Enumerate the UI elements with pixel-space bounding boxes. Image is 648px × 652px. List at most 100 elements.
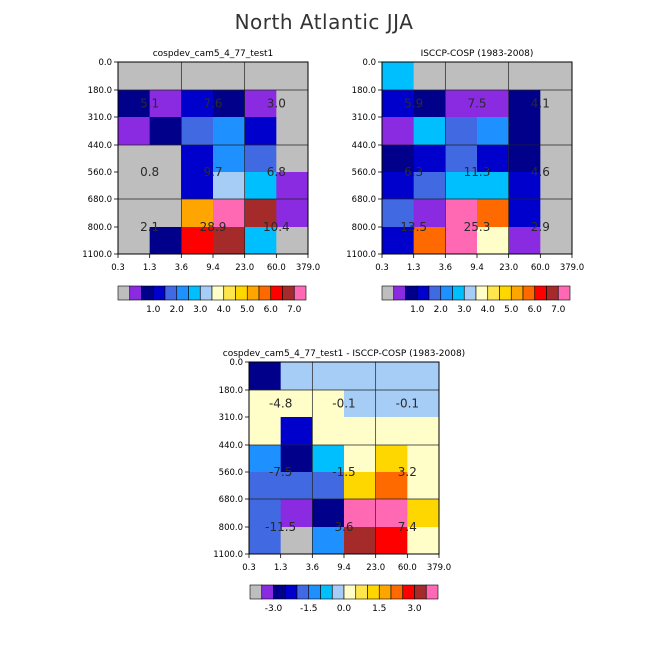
heatmap-cell	[382, 90, 415, 118]
x-tick-label: 0.3	[242, 563, 256, 573]
colorbar-label: 7.0	[551, 305, 566, 315]
cell-value-label: -4.8	[269, 397, 292, 411]
heatmap-cell	[249, 527, 282, 555]
heatmap-cell	[445, 199, 478, 228]
heatmap-cell	[477, 227, 510, 255]
heatmap-cell	[213, 145, 246, 173]
heatmap-cell	[244, 227, 277, 255]
heatmap-cell	[413, 199, 446, 228]
heatmap-cell	[276, 90, 309, 118]
x-tick-label: 1.3	[143, 263, 157, 273]
cell-value-label: 2.9	[531, 220, 550, 234]
heatmap-cell	[413, 227, 446, 255]
heatmap-cell	[312, 472, 345, 500]
heatmap-cell	[445, 145, 478, 173]
heatmap-cell	[508, 227, 541, 255]
heatmap-cell	[244, 172, 277, 200]
colorbar-label: 0.0	[337, 604, 352, 614]
x-tick-label: 9.4	[470, 263, 484, 273]
heatmap-cell	[244, 117, 277, 146]
x-tick-label: 9.4	[206, 263, 220, 273]
panel-title: cospdev_cam5_4_77_test1	[153, 49, 274, 59]
heatmap-cell	[312, 362, 345, 391]
colorbar-swatch	[355, 584, 368, 600]
heatmap-cell	[181, 62, 214, 91]
heatmap-cell	[244, 145, 277, 173]
colorbar-swatch	[235, 285, 248, 301]
colorbar-swatch	[440, 285, 453, 301]
heatmap-cell	[413, 117, 446, 146]
heatmap-cell	[280, 445, 313, 473]
x-tick-label: 0.3	[111, 263, 125, 273]
heatmap-cell	[407, 445, 440, 473]
colorbar-swatch	[249, 584, 263, 600]
heatmap-cell	[118, 90, 151, 118]
y-tick-label: 1100.0	[213, 550, 243, 560]
heatmap-cell	[181, 117, 214, 146]
heatmap-cell	[407, 472, 440, 500]
heatmap-cell	[213, 172, 246, 200]
heatmap-cell	[149, 145, 182, 173]
colorbar-label: 7.0	[287, 305, 302, 315]
heatmap-cell	[244, 62, 277, 91]
heatmap-cell	[540, 62, 573, 91]
heatmap-cell	[508, 62, 541, 91]
heatmap-cell	[249, 390, 282, 418]
heatmap-cell	[118, 117, 151, 146]
x-tick-label: 379.0	[296, 263, 320, 273]
heatmap-cell	[382, 227, 415, 255]
heatmap-cell	[276, 62, 309, 91]
heatmap-cell	[276, 172, 309, 200]
colorbar-label: -3.0	[265, 604, 283, 614]
heatmap-cell	[149, 90, 182, 118]
cell-value-label: -1.5	[332, 465, 355, 479]
heatmap-cell	[249, 445, 282, 473]
colorbar-swatch	[282, 285, 295, 301]
colorbar-label: 6.0	[528, 305, 543, 315]
heatmap-panel-3: cospdev_cam5_4_77_test1 - ISCCP-COSP (19…	[213, 349, 465, 614]
heatmap-cell	[382, 145, 415, 173]
cell-value-label: 11.3	[464, 165, 491, 179]
colorbar-swatch	[246, 285, 260, 301]
heatmap-cell	[312, 527, 345, 555]
heatmap-cell	[312, 417, 345, 446]
cell-value-label: -7.5	[269, 465, 292, 479]
cell-value-label: 5.1	[140, 97, 159, 111]
heatmap-cell	[407, 527, 440, 555]
y-tick-label: 800.0	[88, 223, 112, 233]
colorbar-swatch	[402, 584, 415, 600]
colorbar-swatch	[293, 285, 307, 301]
colorbar-swatch	[117, 285, 131, 301]
heatmap-cell	[181, 145, 214, 173]
heatmap-cell	[445, 90, 478, 118]
y-tick-label: 560.0	[219, 468, 243, 478]
heatmap-cell	[344, 472, 377, 500]
cell-value-label: 10.4	[263, 220, 290, 234]
heatmap-cell	[508, 145, 541, 173]
heatmap-cell	[375, 527, 408, 555]
x-tick-label: 60.0	[267, 263, 286, 273]
panel-title: cospdev_cam5_4_77_test1 - ISCCP-COSP (19…	[223, 349, 465, 359]
heatmap-cell	[445, 227, 478, 255]
colorbar-label: 4.0	[481, 305, 496, 315]
heatmap-cell	[213, 227, 246, 255]
colorbar-label: 4.0	[217, 305, 232, 315]
cell-value-label: 4.1	[531, 97, 550, 111]
colorbar-swatch	[390, 584, 404, 600]
cell-value-label: -0.1	[332, 397, 355, 411]
colorbar: 1.0 2.0 3.0 4.0 5.0 6.0 7.0	[117, 285, 307, 315]
y-tick-label: 310.0	[219, 413, 243, 423]
y-tick-label: 310.0	[352, 113, 376, 123]
colorbar-swatch	[425, 584, 439, 600]
y-tick-label: 800.0	[219, 523, 243, 533]
heatmap-cell	[276, 227, 309, 255]
heatmap-cell	[508, 117, 541, 146]
heatmap-cell	[149, 199, 182, 228]
figure-title: North Atlantic JJA	[234, 10, 414, 34]
heatmap-cell	[213, 199, 246, 228]
heatmap-cell	[118, 145, 151, 173]
cell-value-label: 2.1	[140, 220, 159, 234]
colorbar-swatch	[152, 285, 166, 301]
